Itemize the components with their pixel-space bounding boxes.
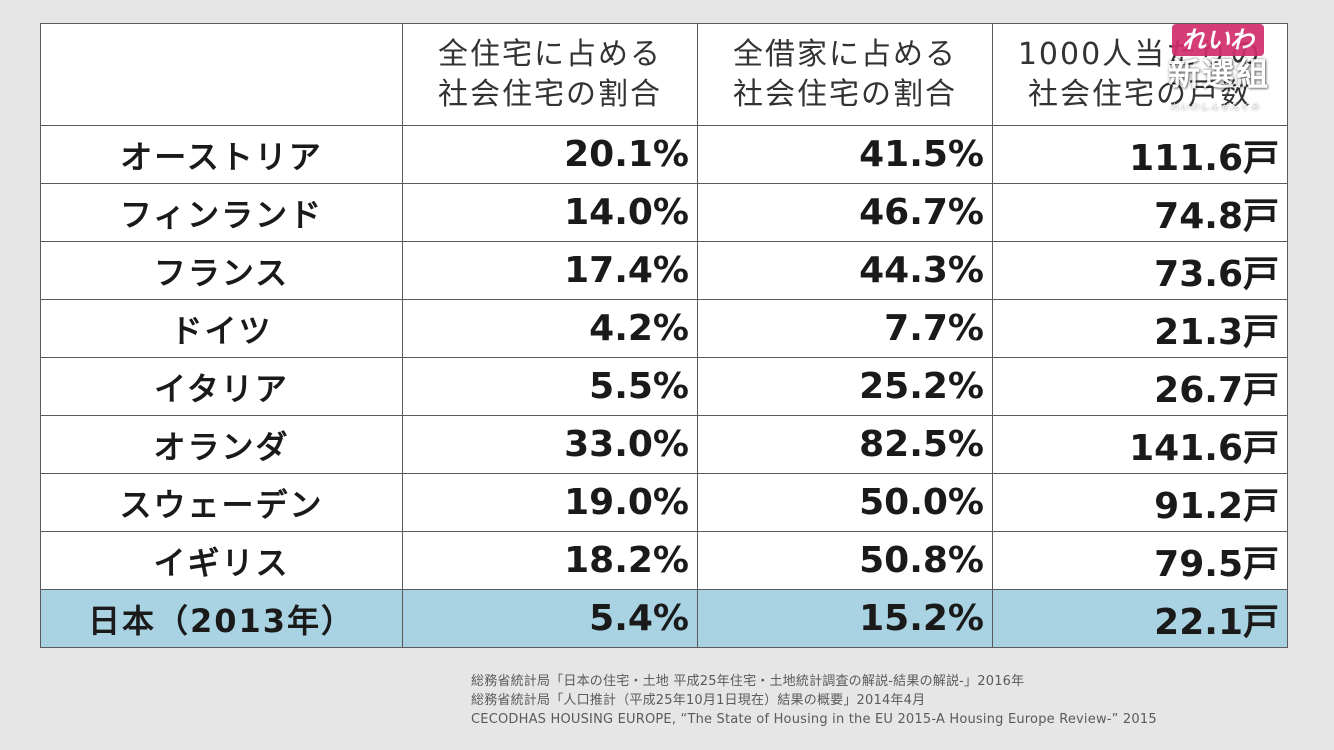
reiwa-shinsengumi-logo: れいわ 新選組 れいわしんせんぐみ <box>1160 24 1288 120</box>
header-share-rental-housing: 全借家に占める 社会住宅の割合 <box>697 23 993 126</box>
table-row-austria: オーストリア 20.1% 41.5% 111.6戸 <box>40 125 1288 184</box>
table-row-japan-highlighted: 日本（2013年） 5.4% 15.2% 22.1戸 <box>40 589 1288 648</box>
table-row-uk: イギリス 18.2% 50.8% 79.5戸 <box>40 531 1288 590</box>
per-1000-cell: 73.6戸 <box>992 241 1288 300</box>
header-line: 社会住宅の戸数 <box>1028 76 1252 112</box>
country-cell: フランス <box>40 241 403 300</box>
per-1000-cell: 79.5戸 <box>992 531 1288 590</box>
per-1000-cell: 74.8戸 <box>992 183 1288 242</box>
share-all-cell: 17.4% <box>402 241 698 300</box>
header-line: 社会住宅の割合 <box>438 76 662 112</box>
logo-top-text: れいわ <box>1172 24 1264 56</box>
share-all-cell: 4.2% <box>402 299 698 358</box>
country-cell: スウェーデン <box>40 473 403 532</box>
logo-main-text: 新選組 <box>1168 55 1271 93</box>
share-all-cell: 33.0% <box>402 415 698 474</box>
share-rental-cell: 7.7% <box>697 299 993 358</box>
header-line: 全借家に占める <box>733 36 957 72</box>
social-housing-table: 全住宅に占める 社会住宅の割合 全借家に占める 社会住宅の割合 1000人当たり… <box>40 23 1288 648</box>
logo-sub-text: れいわしんせんぐみ <box>1170 103 1261 113</box>
share-rental-cell: 50.0% <box>697 473 993 532</box>
per-1000-cell: 22.1戸 <box>992 589 1288 648</box>
header-line: 社会住宅の割合 <box>733 76 957 112</box>
country-cell: オーストリア <box>40 125 403 184</box>
share-all-cell: 20.1% <box>402 125 698 184</box>
header-line: 全住宅に占める <box>438 36 662 72</box>
header-share-all-housing: 全住宅に占める 社会住宅の割合 <box>402 23 698 126</box>
source-line: CECODHAS HOUSING EUROPE, “The State of H… <box>471 712 1157 727</box>
country-cell: イタリア <box>40 357 403 416</box>
per-1000-cell: 141.6戸 <box>992 415 1288 474</box>
share-all-cell: 5.4% <box>402 589 698 648</box>
share-all-cell: 14.0% <box>402 183 698 242</box>
source-line: 総務省統計局「日本の住宅・土地 平成25年住宅・土地統計調査の解説-結果の解説-… <box>471 674 1025 689</box>
table-row-france: フランス 17.4% 44.3% 73.6戸 <box>40 241 1288 300</box>
share-rental-cell: 25.2% <box>697 357 993 416</box>
table-row-netherlands: オランダ 33.0% 82.5% 141.6戸 <box>40 415 1288 474</box>
table-row-finland: フィンランド 14.0% 46.7% 74.8戸 <box>40 183 1288 242</box>
share-rental-cell: 82.5% <box>697 415 993 474</box>
share-rental-cell: 50.8% <box>697 531 993 590</box>
share-all-cell: 19.0% <box>402 473 698 532</box>
table-row-italy: イタリア 5.5% 25.2% 26.7戸 <box>40 357 1288 416</box>
country-cell: 日本（2013年） <box>40 589 403 648</box>
source-notes: 総務省統計局「日本の住宅・土地 平成25年住宅・土地統計調査の解説-結果の解説-… <box>471 672 1157 729</box>
per-1000-cell: 111.6戸 <box>992 125 1288 184</box>
share-all-cell: 5.5% <box>402 357 698 416</box>
per-1000-cell: 21.3戸 <box>992 299 1288 358</box>
country-cell: オランダ <box>40 415 403 474</box>
header-row: 全住宅に占める 社会住宅の割合 全借家に占める 社会住宅の割合 1000人当たり… <box>40 23 1288 126</box>
table-row-sweden: スウェーデン 19.0% 50.0% 91.2戸 <box>40 473 1288 532</box>
table-row-germany: ドイツ 4.2% 7.7% 21.3戸 <box>40 299 1288 358</box>
country-cell: ドイツ <box>40 299 403 358</box>
share-all-cell: 18.2% <box>402 531 698 590</box>
share-rental-cell: 46.7% <box>697 183 993 242</box>
per-1000-cell: 26.7戸 <box>992 357 1288 416</box>
source-line: 総務省統計局「人口推計（平成25年10月1日現在）結果の概要」2014年4月 <box>471 693 926 708</box>
share-rental-cell: 41.5% <box>697 125 993 184</box>
per-1000-cell: 91.2戸 <box>992 473 1288 532</box>
header-cell-blank <box>40 23 403 126</box>
country-cell: フィンランド <box>40 183 403 242</box>
share-rental-cell: 44.3% <box>697 241 993 300</box>
country-cell: イギリス <box>40 531 403 590</box>
share-rental-cell: 15.2% <box>697 589 993 648</box>
